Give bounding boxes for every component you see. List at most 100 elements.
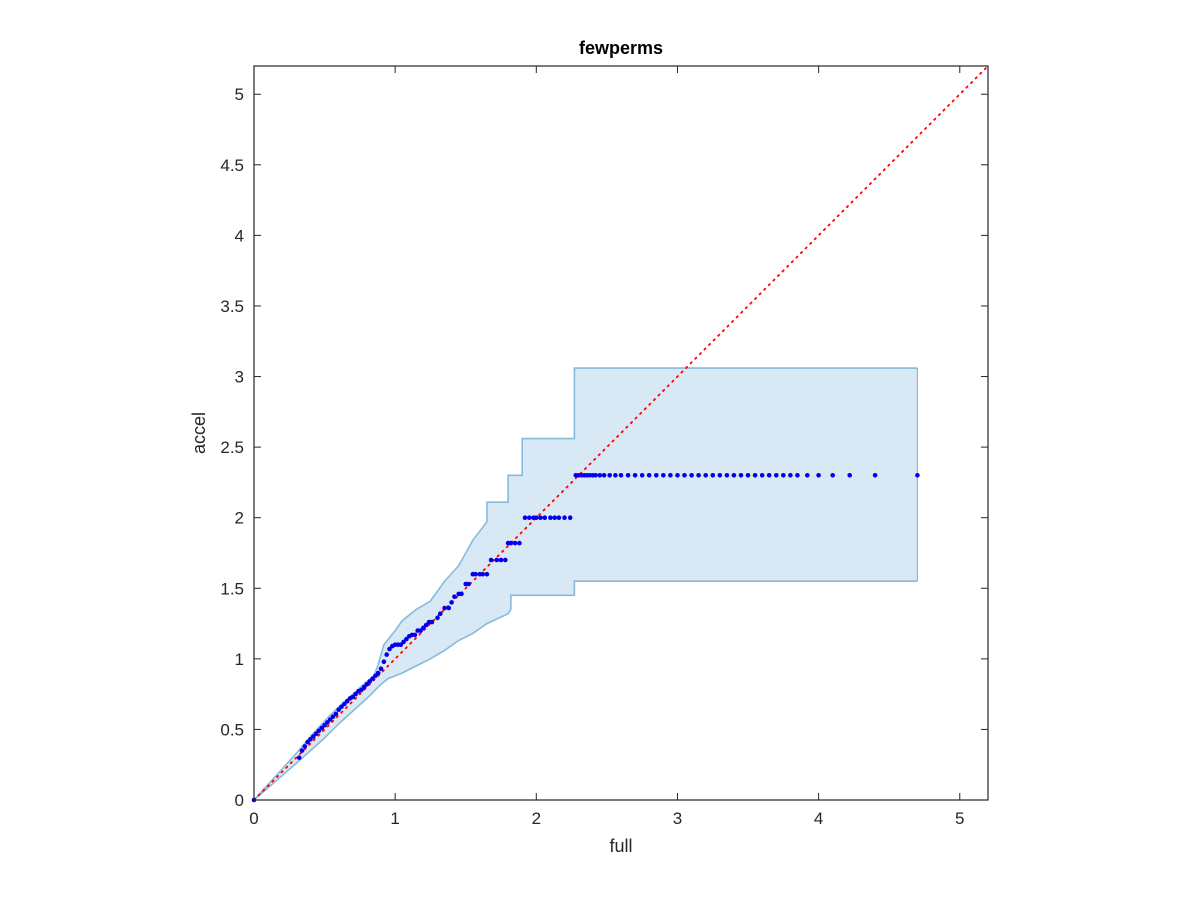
data-point (618, 473, 624, 478)
y-tick-label: 1.5 (220, 579, 244, 598)
data-point (449, 600, 454, 605)
data-point (459, 591, 464, 597)
data-point (325, 720, 330, 725)
data-point (601, 473, 607, 478)
data-point (774, 473, 779, 478)
data-point (632, 473, 638, 478)
data-point (484, 571, 490, 577)
data-point (597, 473, 603, 478)
x-tick-label: 5 (955, 809, 964, 828)
data-point (847, 473, 852, 478)
data-point (442, 605, 447, 611)
data-point (696, 473, 701, 478)
data-point (556, 515, 562, 520)
data-point (522, 515, 528, 520)
data-point (488, 557, 494, 563)
y-tick-label: 0 (235, 791, 244, 810)
data-point (830, 473, 835, 478)
x-tick-label: 2 (532, 809, 541, 828)
data-point (412, 632, 418, 638)
data-point (795, 473, 800, 478)
data-point (512, 540, 518, 546)
data-point (646, 473, 652, 478)
data-point (313, 731, 319, 736)
data-point (322, 722, 327, 728)
data-point (364, 682, 370, 687)
reference-line (253, 65, 989, 801)
data-point (421, 625, 426, 631)
data-point (689, 473, 694, 478)
data-point (361, 684, 367, 690)
data-point (738, 473, 744, 478)
y-axis-label: accel (189, 412, 209, 454)
data-point (805, 473, 810, 478)
data-point (781, 473, 786, 478)
data-point (384, 652, 390, 657)
data-point (542, 515, 548, 520)
data-point (308, 737, 313, 742)
data-point (423, 622, 429, 628)
data-point (398, 642, 404, 647)
data-point (675, 473, 680, 478)
data-point (330, 714, 336, 719)
y-tick-label: 3.5 (220, 297, 244, 316)
y-tick-label: 1 (235, 650, 244, 669)
data-point (378, 666, 384, 671)
data-point (752, 473, 758, 478)
data-point (438, 611, 443, 616)
data-point (731, 473, 737, 478)
data-point (517, 540, 522, 546)
chart-title: fewperms (579, 38, 663, 58)
data-point (311, 734, 316, 739)
data-point (375, 670, 381, 676)
data-point (613, 473, 618, 478)
data-point (452, 594, 457, 599)
data-point (661, 473, 666, 478)
data-point (915, 473, 920, 478)
data-points (251, 473, 920, 803)
data-point (373, 673, 378, 679)
data-point (759, 473, 765, 478)
data-point (745, 473, 751, 478)
x-tick-label: 4 (814, 809, 823, 828)
data-point (316, 728, 322, 734)
data-point (480, 571, 486, 577)
y-tick-label: 3 (235, 368, 244, 387)
data-point (404, 636, 409, 642)
y-tick-label: 5 (235, 85, 244, 104)
data-point (562, 515, 567, 520)
data-point (552, 515, 557, 520)
x-tick-label: 1 (390, 809, 399, 828)
axis-ticks: 0 1 2 3 4 5 0 0.5 1 1.5 2 2.5 3 3.5 4 4.5 5 (220, 66, 988, 828)
data-point (538, 515, 543, 520)
data-point (717, 473, 723, 478)
data-point (593, 473, 598, 478)
data-point (639, 473, 645, 478)
data-point (350, 694, 356, 700)
data-point (724, 473, 730, 478)
data-point (401, 639, 406, 645)
y-tick-label: 0.5 (220, 720, 244, 739)
data-point (429, 619, 435, 625)
y-tick-label: 4.5 (220, 156, 244, 175)
y-tick-label: 4 (235, 226, 244, 245)
identity-reference-line (253, 65, 989, 801)
x-tick-label: 0 (249, 809, 258, 828)
data-point (302, 744, 308, 749)
data-point (339, 704, 344, 710)
data-point (381, 659, 387, 664)
data-point (353, 691, 358, 697)
data-point (333, 711, 339, 717)
data-point (344, 698, 350, 704)
data-point (668, 473, 673, 478)
data-point (305, 739, 310, 745)
data-point (607, 473, 612, 478)
data-point (466, 581, 471, 587)
x-tick-label: 3 (673, 809, 682, 828)
data-point (534, 515, 539, 520)
data-point (359, 687, 364, 693)
data-point (299, 748, 305, 753)
data-point (342, 701, 347, 707)
data-point (498, 557, 504, 563)
